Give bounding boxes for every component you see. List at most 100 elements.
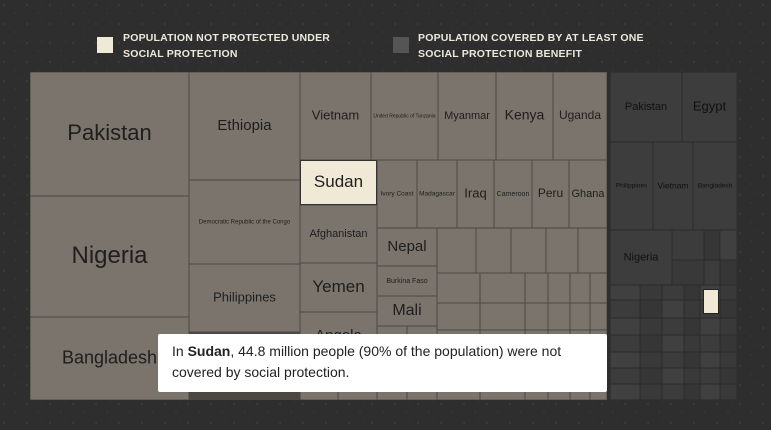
cell: [640, 285, 662, 300]
cell: [684, 368, 700, 384]
cell: [480, 303, 525, 330]
cell: [300, 160, 377, 205]
cell: [30, 72, 189, 196]
cell: [640, 300, 662, 318]
cell: [525, 273, 548, 303]
cell: [300, 72, 371, 160]
cell: [720, 352, 737, 368]
cell: [693, 142, 737, 230]
tile-label: Pakistan: [67, 120, 151, 145]
legend-label: POPULATION COVERED BY AT LEAST ONE SOCIA…: [418, 32, 644, 60]
cell: [437, 228, 476, 273]
tile-label: Vietnam: [312, 107, 359, 122]
cell: [610, 142, 653, 230]
cell: [610, 285, 640, 300]
cell: [672, 230, 704, 260]
cell: [640, 352, 662, 368]
cell: [610, 335, 640, 352]
cell: [590, 273, 607, 303]
cell: [662, 318, 684, 335]
tile-label: Bangladesh: [698, 183, 733, 190]
tile-label: Sudan: [314, 172, 363, 191]
cell: [300, 205, 377, 263]
tile-label: Iraq: [464, 185, 486, 200]
cell: [417, 160, 457, 228]
cell: [30, 196, 189, 317]
cell: [640, 318, 662, 335]
tile-label: Nigeria: [624, 251, 660, 263]
cell: [720, 318, 737, 335]
cell: [496, 72, 553, 160]
cell: [700, 368, 720, 384]
cell: [610, 352, 640, 368]
tile-label: Cameroon: [497, 191, 530, 198]
tile-label: Egypt: [693, 98, 727, 113]
cell: [300, 263, 377, 312]
tooltip-prefix: In: [172, 343, 188, 359]
cell: [653, 142, 693, 230]
cell: [610, 384, 640, 400]
cell: [684, 300, 700, 318]
cell: [546, 228, 578, 273]
cell: [569, 160, 607, 228]
cell: [570, 273, 590, 303]
cell: [684, 285, 700, 300]
tile-label: Mali: [392, 302, 421, 319]
cell: [377, 228, 437, 266]
tile-label: Uganda: [559, 108, 601, 122]
cell: [662, 368, 684, 384]
cell: [704, 230, 720, 260]
cell: [437, 303, 480, 330]
tile-label: Pakistan: [625, 101, 667, 113]
cell: [720, 368, 737, 384]
cell: [682, 72, 737, 142]
cell: [610, 318, 640, 335]
cell: [578, 228, 607, 273]
cell: [480, 273, 525, 303]
tile-label: Ghana: [571, 188, 605, 200]
cell: [511, 228, 546, 273]
tile-label: Kenya: [505, 107, 545, 123]
cell: [553, 72, 607, 160]
cell: [532, 160, 569, 228]
cell: [720, 230, 737, 260]
cell: [720, 285, 737, 300]
tile-label: Peru: [538, 186, 563, 200]
cell: [672, 260, 704, 285]
tile-label: Burkina Faso: [386, 278, 427, 285]
tooltip-suffix: , 44.8 million people (90% of the popula…: [172, 343, 562, 380]
cell: [570, 303, 590, 330]
cell: [720, 300, 737, 318]
tile-label: Ethiopia: [217, 117, 272, 134]
cell: [476, 228, 511, 273]
tile-label: Ivory Coast: [381, 191, 414, 198]
cell: [494, 160, 532, 228]
cell: [684, 352, 700, 368]
tile-label: Nigeria: [71, 242, 148, 269]
cell: [640, 368, 662, 384]
cell: [700, 352, 720, 368]
legend-swatch: [393, 37, 409, 53]
cell: [371, 72, 438, 160]
cell: [189, 72, 300, 180]
cell: [548, 303, 570, 330]
cell: [548, 273, 570, 303]
cell: [610, 368, 640, 384]
cell: [662, 352, 684, 368]
cell: [590, 303, 607, 330]
tile-label: Myanmar: [444, 110, 490, 122]
cell: [684, 318, 700, 335]
cell: [457, 160, 494, 228]
cell: [720, 260, 737, 285]
legend-swatch: [97, 37, 113, 53]
tile-label: Democratic Republic of the Congo: [199, 220, 291, 226]
cell: [700, 318, 720, 335]
cell: [720, 384, 737, 400]
tile-label: Afghanistan: [309, 228, 367, 240]
tile-label: Philippines: [616, 183, 648, 190]
cell: [640, 384, 662, 400]
cell: [610, 230, 672, 285]
cell: [438, 72, 496, 160]
cell: [377, 296, 437, 326]
